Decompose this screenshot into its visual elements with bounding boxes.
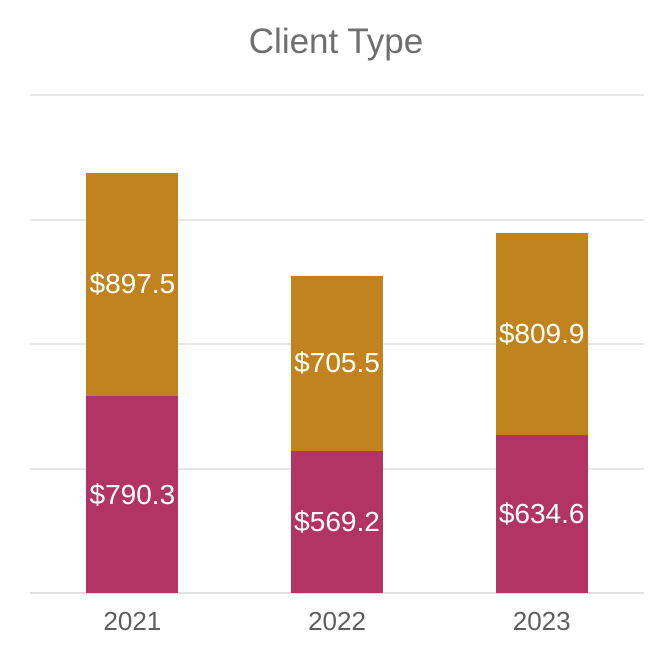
bar-group-2022: $705.5 $569.2 2022 <box>235 95 440 636</box>
bar-value-label: $705.5 <box>294 347 380 379</box>
gridline <box>30 218 644 221</box>
gridline <box>30 94 644 96</box>
bar-value-label: $569.2 <box>294 506 380 538</box>
plot-area: $897.5 $790.3 2021 $705.5 $569.2 2022 $809.9 $6… <box>30 94 644 636</box>
bar-group-2021: $897.5 $790.3 2021 <box>30 95 235 636</box>
chart-title: Client Type <box>248 22 424 61</box>
bar-segment: $705.5 <box>291 275 383 452</box>
x-axis-line <box>30 592 644 594</box>
x-axis-tick-label: 2023 <box>512 606 571 636</box>
bar-segment: $634.6 <box>495 435 588 593</box>
bar-value-label: $809.9 <box>498 318 585 350</box>
bar-segment: $897.5 <box>86 172 179 397</box>
bar-value-label: $790.3 <box>89 478 176 510</box>
bar-segment: $809.9 <box>495 233 588 435</box>
x-axis-tick-label: 2022 <box>308 606 366 636</box>
bars-row: $897.5 $790.3 2021 $705.5 $569.2 2022 $809.9 $6… <box>30 95 644 636</box>
bar-segment: $569.2 <box>291 451 383 593</box>
bar-segment: $790.3 <box>86 396 179 593</box>
bar-value-label: $897.5 <box>89 268 176 300</box>
bar-group-2023: $809.9 $634.6 2023 <box>439 95 644 636</box>
x-axis-tick-label: 2021 <box>103 606 162 636</box>
bar-value-label: $634.6 <box>498 498 585 529</box>
